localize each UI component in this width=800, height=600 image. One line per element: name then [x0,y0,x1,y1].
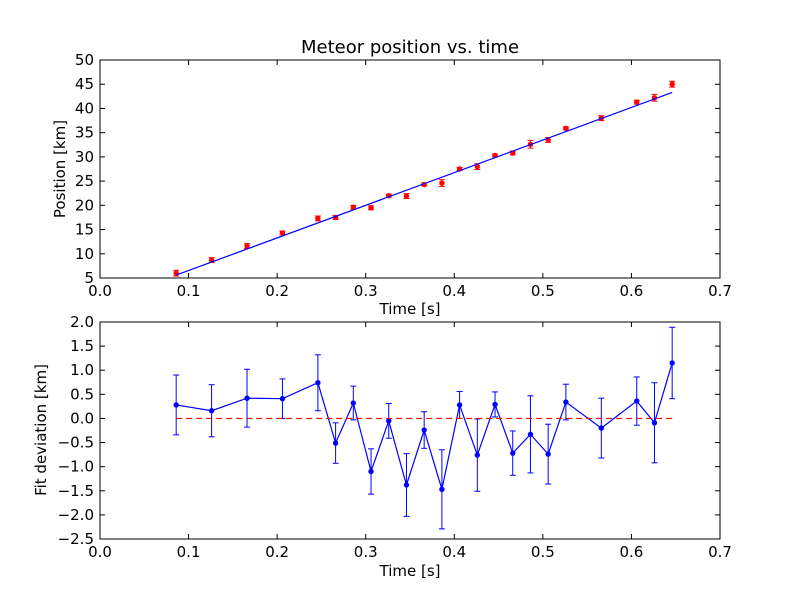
bottom-y-axis-label: Fit deviation [km] [32,364,50,496]
bottom-y-tick-label: 0.0 [70,409,94,427]
top-x-tick-label: 0.6 [619,282,643,300]
bottom-data-point [421,427,427,433]
top-data-point [563,125,569,132]
top-data-point [669,81,675,87]
bottom-x-tick-label: 0.3 [354,543,378,561]
top-axis-ticks: 0.0 0.1 0.2 0.3 0.4 0.5 0.6 0.7 5 10 15 20 25 30 35 40 4… [75,51,732,300]
bottom-data-point [634,398,640,404]
bottom-x-tick-label: 0.1 [177,543,201,561]
top-x-tick-label: 0.0 [88,282,112,300]
top-y-tick-label: 5 [84,269,94,287]
top-x-tick-label: 0.4 [442,282,466,300]
bottom-y-tick-label: −0.5 [58,434,94,452]
bottom-y-tick-label: 0.5 [70,385,94,403]
top-y-axis-label: Position [km] [51,120,69,218]
top-fit-line [175,91,673,276]
top-data-point [368,205,374,211]
bottom-data-point [669,360,675,366]
bottom-axis-ticks: 0.0 0.1 0.2 0.3 0.4 0.5 0.6 0.7 −2.5 −2.0 −1.5 −1.0… [58,313,732,561]
top-y-tick-label: 10 [75,245,94,263]
top-y-tick-label: 30 [75,148,94,166]
top-data-point [315,215,321,222]
bottom-x-axis-label: Time [s] [379,562,441,580]
bottom-data-point [563,399,569,405]
bottom-x-tick-label: 0.5 [531,543,555,561]
bottom-data-point [510,450,516,456]
bottom-panel: 0.0 0.1 0.2 0.3 0.4 0.5 0.6 0.7 −2.5 −2.0 −1.5 −1.0… [32,313,732,580]
bottom-x-tick-label: 0.6 [619,543,643,561]
top-panel: Meteor position vs. time 0.0 0.1 0.2 0.3 0.4… [51,37,732,318]
bottom-y-tick-label: −1.5 [58,482,94,500]
chart-title: Meteor position vs. time [301,37,519,58]
bottom-data-point [474,452,481,458]
bottom-y-tick-label: −2.0 [58,506,94,524]
top-x-tick-label: 0.1 [177,282,201,300]
bottom-y-tick-label: 2.0 [70,313,94,331]
top-y-tick-label: 20 [75,196,94,214]
bottom-x-tick-label: 0.7 [708,543,732,561]
bottom-plot-area [99,321,721,540]
bottom-y-tick-label: 1.0 [70,361,94,379]
bottom-data-point [244,395,250,401]
top-data-point [634,99,640,105]
bottom-x-tick-label: 0.4 [442,543,466,561]
bottom-data-point [527,431,534,438]
top-data-point [439,180,445,186]
top-data-point [244,243,250,249]
bottom-data-point [545,451,551,457]
bottom-data-point [651,420,658,426]
top-x-tick-label: 0.5 [531,282,555,300]
top-x-tick-label: 0.3 [354,282,378,300]
top-y-tick-label: 40 [75,99,94,117]
top-data-point [403,193,410,199]
bottom-y-tick-label: 1.5 [70,337,94,355]
bottom-data-point [332,440,339,446]
bottom-data-point [386,418,392,424]
bottom-data-point [368,468,374,475]
bottom-data-point [456,402,463,408]
top-data-point [279,230,286,236]
top-plot-area [99,59,721,279]
top-x-axis-label: Time [s] [379,300,441,318]
bottom-x-tick-label: 0.2 [265,543,289,561]
bottom-data-point [492,401,498,408]
bottom-data-point [279,395,286,402]
bottom-data-point [173,402,179,408]
bottom-data-point [350,400,357,406]
bottom-data-point [315,380,321,386]
top-y-tick-label: 35 [75,124,94,142]
top-y-tick-label: 50 [75,51,94,69]
top-y-tick-label: 15 [75,221,94,239]
bottom-data-marks [173,326,676,530]
bottom-data-point [598,425,605,431]
top-y-tick-label: 25 [75,172,94,190]
bottom-y-tick-label: −2.5 [58,530,94,548]
bottom-y-tick-label: −1.0 [58,458,94,476]
bottom-data-point [403,482,410,488]
top-y-tick-label: 45 [75,75,94,93]
bottom-data-point [208,408,215,414]
top-data-marks [173,80,676,277]
bottom-data-point [439,486,445,493]
top-x-tick-label: 0.7 [708,282,732,300]
bottom-x-tick-label: 0.0 [88,543,112,561]
top-x-tick-label: 0.2 [265,282,289,300]
